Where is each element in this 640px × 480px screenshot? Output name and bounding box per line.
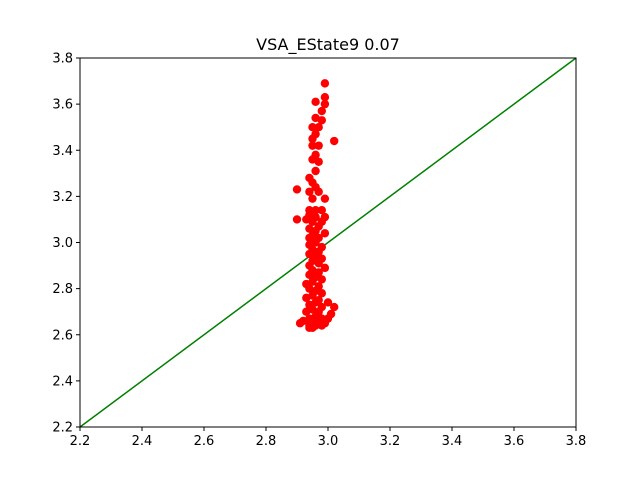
data-point xyxy=(320,93,330,102)
x-tick-label: 3.2 xyxy=(380,434,401,449)
data-point xyxy=(305,233,314,243)
data-point xyxy=(320,194,330,203)
data-point xyxy=(302,307,311,316)
data-point xyxy=(330,136,339,146)
x-tick-label: 2.4 xyxy=(132,434,153,449)
y-tick-label: 3.0 xyxy=(52,236,73,251)
data-point xyxy=(317,206,326,215)
data-point xyxy=(305,323,314,333)
y-tick-label: 2.6 xyxy=(52,328,73,343)
x-axis: 2.2 2.4 2.6 2.8 3.0 3.2 3.4 3.6 3.8 xyxy=(70,427,587,449)
y-tick-label: 2.8 xyxy=(52,282,73,297)
y-axis: 2.2 2.4 2.6 2.8 3.0 3.2 3.4 3.6 3.8 xyxy=(52,52,80,436)
x-tick-label: 2.2 xyxy=(70,434,91,449)
data-point xyxy=(314,141,323,150)
x-tick-label: 3.6 xyxy=(504,434,525,449)
y-tick-label: 3.2 xyxy=(52,190,73,205)
data-point xyxy=(320,263,330,273)
data-point xyxy=(308,217,317,226)
data-point xyxy=(311,97,320,107)
y-tick-label: 3.6 xyxy=(52,98,73,113)
x-tick-label: 3.8 xyxy=(566,434,587,449)
data-point xyxy=(317,106,326,116)
data-point xyxy=(320,99,330,109)
x-tick-label: 2.6 xyxy=(194,434,215,449)
data-point xyxy=(311,166,320,176)
y-tick-label: 3.4 xyxy=(52,144,73,159)
data-point xyxy=(323,298,333,307)
data-point xyxy=(314,187,323,196)
y-tick-label: 3.8 xyxy=(52,52,73,67)
data-point xyxy=(320,229,330,238)
data-point xyxy=(308,122,317,132)
data-point xyxy=(317,321,326,330)
data-point xyxy=(295,319,305,328)
x-tick-label: 3.0 xyxy=(318,434,339,449)
data-point xyxy=(317,275,326,284)
y-tick-label: 2.2 xyxy=(52,421,73,436)
reference-line-layer xyxy=(79,57,577,428)
data-point xyxy=(302,293,311,303)
data-point xyxy=(320,79,330,88)
y-tick-label: 2.4 xyxy=(52,374,73,389)
data-point xyxy=(305,187,314,196)
data-point xyxy=(314,157,323,166)
data-point xyxy=(330,302,339,312)
data-point xyxy=(311,206,320,215)
data-point xyxy=(308,141,317,150)
data-point xyxy=(292,185,302,194)
x-tick-label: 2.8 xyxy=(256,434,277,449)
data-point xyxy=(314,122,323,132)
reference-line xyxy=(79,57,577,428)
data-point xyxy=(314,259,323,268)
data-point xyxy=(317,289,326,298)
data-point xyxy=(317,116,326,125)
data-point xyxy=(292,215,302,224)
points-layer xyxy=(292,79,339,333)
data-point xyxy=(308,134,317,143)
x-tick-label: 3.4 xyxy=(442,434,463,449)
data-point xyxy=(308,194,317,203)
chart-title: VSA_EState9 0.07 xyxy=(256,35,400,55)
